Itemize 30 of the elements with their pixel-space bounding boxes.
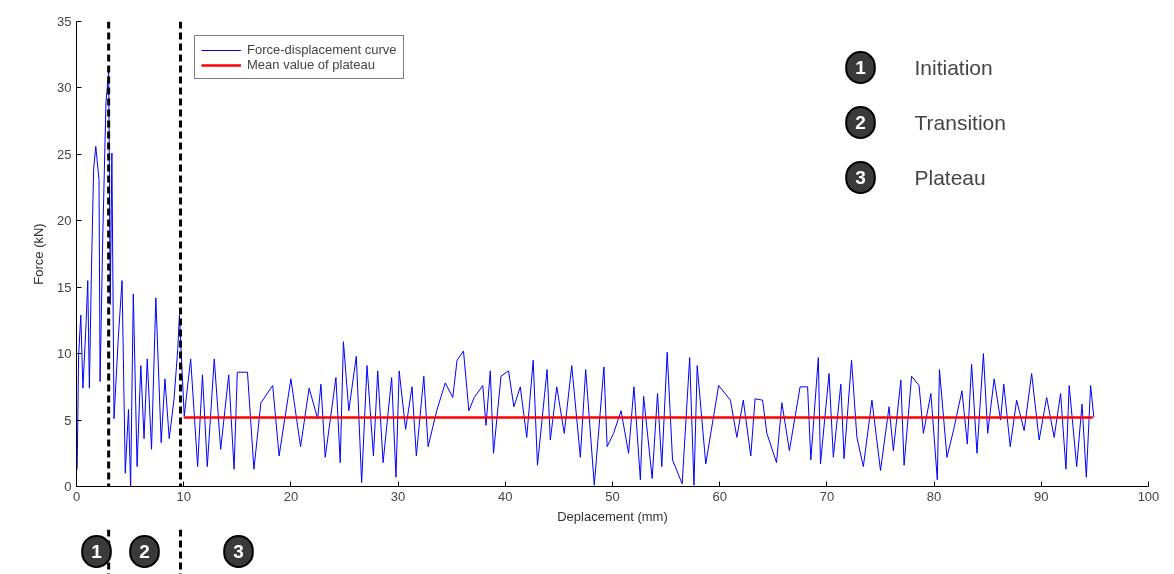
x-tick-label: 90 — [1034, 488, 1049, 504]
text: 2 — [139, 541, 150, 562]
y-axis-title: Force (kN) — [31, 223, 47, 285]
x-tick-label: 70 — [819, 488, 835, 504]
y-tick-label: 30 — [57, 80, 72, 96]
y-tick-label: 25 — [57, 146, 72, 162]
x-axis-title: Deplacement (mm) — [557, 508, 668, 524]
text: 3 — [233, 541, 244, 562]
text: 1 — [91, 541, 103, 562]
x-tick-label: 40 — [498, 488, 513, 504]
y-tick-label: 5 — [64, 412, 72, 428]
x-tick-label: 50 — [605, 488, 620, 504]
x-tick-label: 10 — [176, 488, 191, 504]
y-tick-label: 15 — [57, 279, 72, 295]
annotation: Plateau — [914, 166, 986, 189]
x-tick-label: 80 — [926, 488, 942, 504]
x-tick-label: 30 — [390, 488, 406, 504]
legend-label: Force-displacement curve — [247, 42, 397, 57]
annotation: Transition — [914, 111, 1006, 134]
y-tick-label: 35 — [57, 14, 72, 29]
y-tick-label: 20 — [57, 213, 72, 229]
annotation: 2 — [855, 112, 866, 133]
legend-label: Mean value of plateau — [247, 57, 375, 72]
x-tick-label: 60 — [712, 488, 727, 504]
annotation: 1 — [855, 57, 867, 78]
annotation: 3 — [855, 167, 866, 188]
y-tick-label: 10 — [57, 346, 72, 362]
annotation: Initiation — [914, 56, 993, 79]
x-tick-label: 20 — [283, 488, 299, 504]
x-tick-label: 100 — [1137, 488, 1160, 504]
